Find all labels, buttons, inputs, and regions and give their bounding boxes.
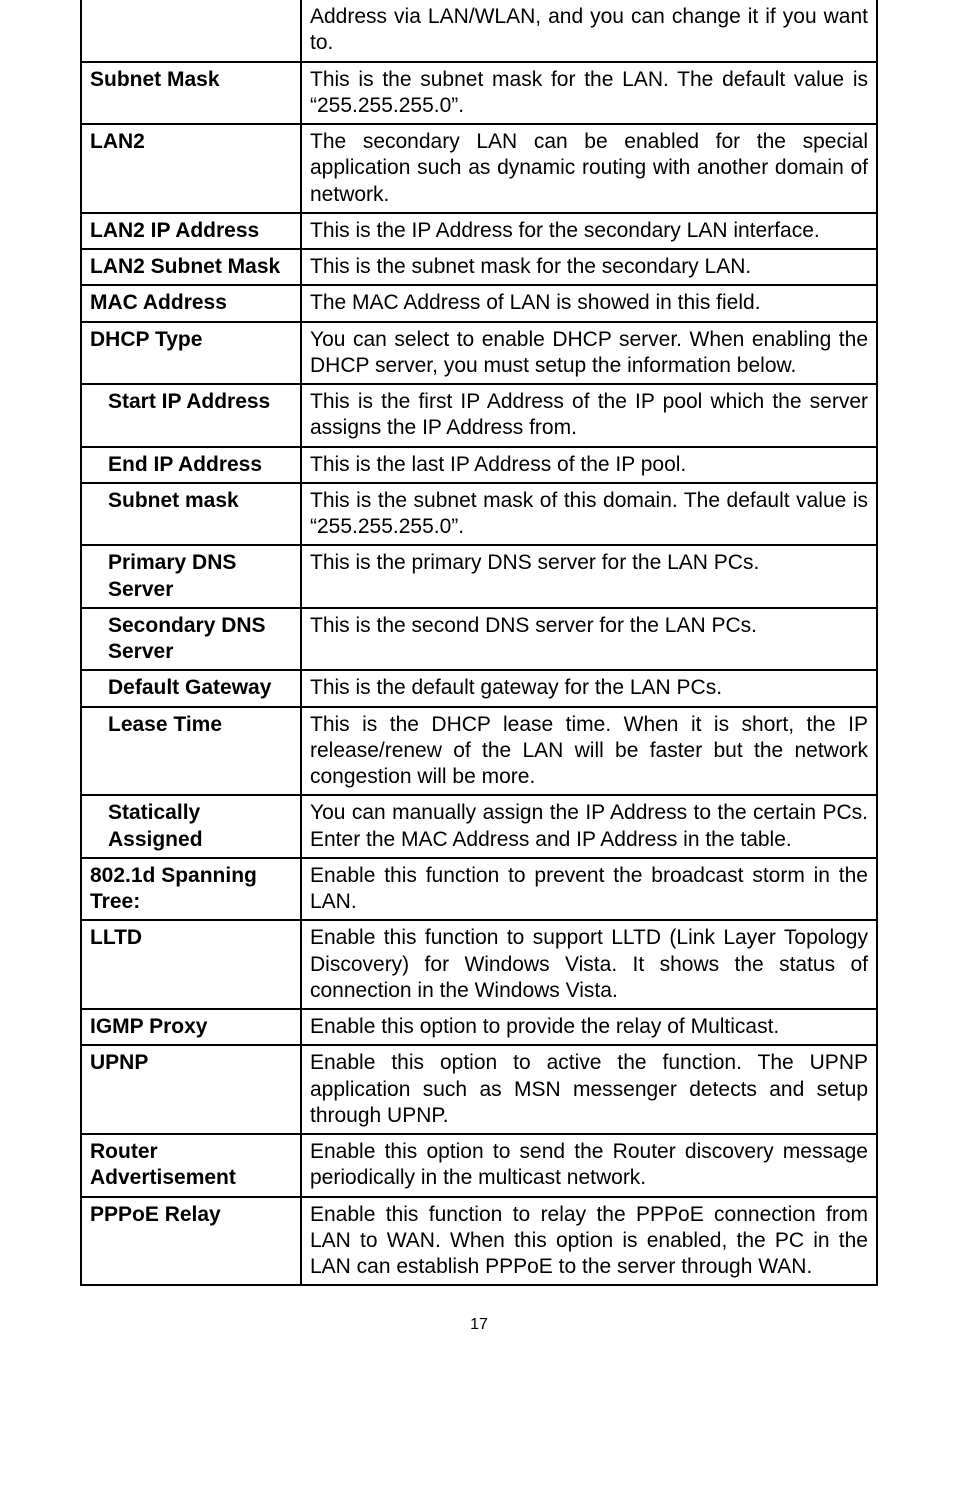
row-label: LAN2 [81,124,301,213]
table-row: 802.1d Spanning Tree:Enable this functio… [81,858,877,921]
table-row: Primary DNS ServerThis is the primary DN… [81,545,877,608]
row-label: LAN2 Subnet Mask [81,249,301,285]
table-row: Statically AssignedYou can manually assi… [81,795,877,858]
row-label: DHCP Type [81,322,301,385]
row-description: The MAC Address of LAN is showed in this… [301,285,877,321]
row-label-text: Statically Assigned [90,800,292,853]
row-label-text: Subnet mask [90,488,239,514]
row-description: This is the DHCP lease time. When it is … [301,707,877,796]
row-description: Enable this function to prevent the broa… [301,858,877,921]
table-row: DHCP TypeYou can select to enable DHCP s… [81,322,877,385]
row-description: Enable this function to support LLTD (Li… [301,920,877,1009]
table-row: IGMP ProxyEnable this option to provide … [81,1009,877,1045]
row-label: 802.1d Spanning Tree: [81,858,301,921]
row-label: Start IP Address [81,384,301,447]
table-row: Start IP Address This is the first IP Add… [81,384,877,447]
row-label: Lease Time [81,707,301,796]
row-description: This is the second DNS server for the LA… [301,608,877,671]
row-label: Secondary DNS Server [81,608,301,671]
table-row: Subnet mask This is the subnet mask of th… [81,483,877,546]
row-description: You can manually assign the IP Address t… [301,795,877,858]
row-description: Enable this option to send the Router di… [301,1134,877,1197]
row-label-text: Default Gateway [90,675,271,701]
row-description: Enable this option to active the functio… [301,1045,877,1134]
table-row: Router AdvertisementEnable this option t… [81,1134,877,1197]
table-row: Default Gateway This is the default gatew… [81,670,877,706]
row-label: End IP Address [81,447,301,483]
page-container: Address via LAN/WLAN, and you can change… [0,0,958,1374]
table-row: UPNPEnable this option to active the fun… [81,1045,877,1134]
row-description: Enable this option to provide the relay … [301,1009,877,1045]
row-label: LAN2 IP Address [81,213,301,249]
row-label-text: End IP Address [90,452,262,478]
row-description: This is the subnet mask of this domain. … [301,483,877,546]
row-description: This is the first IP Address of the IP p… [301,384,877,447]
table-row: LAN2The secondary LAN can be enabled for… [81,124,877,213]
row-label: Subnet mask [81,483,301,546]
row-label: Default Gateway [81,670,301,706]
row-description: Address via LAN/WLAN, and you can change… [301,0,877,62]
row-description: This is the subnet mask for the secondar… [301,249,877,285]
row-label: LLTD [81,920,301,1009]
table-row: Subnet MaskThis is the subnet mask for t… [81,62,877,125]
row-label-text: Secondary DNS Server [90,613,292,666]
table-row: PPPoE RelayEnable this function to relay… [81,1197,877,1286]
table-row: MAC AddressThe MAC Address of LAN is sho… [81,285,877,321]
row-label: IGMP Proxy [81,1009,301,1045]
row-label-text: Start IP Address [90,389,270,415]
row-label-text: Lease Time [90,712,222,738]
table-row: Secondary DNS ServerThis is the second D… [81,608,877,671]
row-description: You can select to enable DHCP server. Wh… [301,322,877,385]
row-label [81,0,301,62]
row-label: Subnet Mask [81,62,301,125]
row-label: MAC Address [81,285,301,321]
definitions-table: Address via LAN/WLAN, and you can change… [80,0,878,1286]
row-label: Statically Assigned [81,795,301,858]
table-row: LAN2 Subnet MaskThis is the subnet mask … [81,249,877,285]
row-description: Enable this function to relay the PPPoE … [301,1197,877,1286]
row-label: Router Advertisement [81,1134,301,1197]
row-description: This is the subnet mask for the LAN. The… [301,62,877,125]
row-description: The secondary LAN can be enabled for the… [301,124,877,213]
row-description: This is the last IP Address of the IP po… [301,447,877,483]
table-row: Lease Time This is the DHCP lease time. W… [81,707,877,796]
table-row: Address via LAN/WLAN, and you can change… [81,0,877,62]
definitions-tbody: Address via LAN/WLAN, and you can change… [81,0,877,1285]
table-row: End IP Address This is the last IP Addres… [81,447,877,483]
row-label: UPNP [81,1045,301,1134]
row-description: This is the primary DNS server for the L… [301,545,877,608]
page-number: 17 [80,1316,878,1334]
table-row: LLTDEnable this function to support LLTD… [81,920,877,1009]
row-description: This is the IP Address for the secondary… [301,213,877,249]
row-label: Primary DNS Server [81,545,301,608]
table-row: LAN2 IP AddressThis is the IP Address fo… [81,213,877,249]
row-label: PPPoE Relay [81,1197,301,1286]
row-label-text: Primary DNS Server [90,550,292,603]
row-description: This is the default gateway for the LAN … [301,670,877,706]
